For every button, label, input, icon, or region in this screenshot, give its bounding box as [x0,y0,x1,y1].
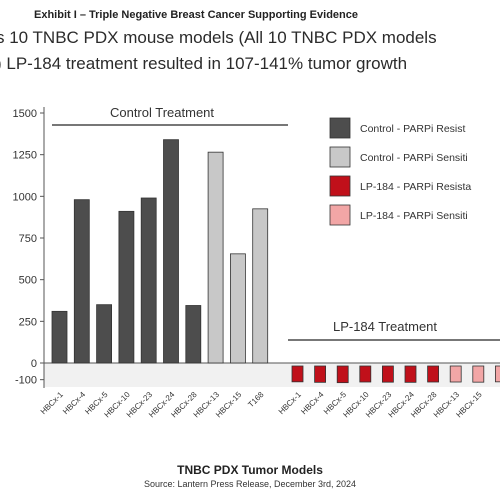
exhibit-title: Exhibit I – Triple Negative Breast Cance… [34,9,358,21]
legend-label: LP-184 - PARPi Resista [360,181,471,193]
legend-swatch [329,117,351,139]
bar-lp184-HBCx-13 [449,365,462,383]
legend-label: LP-184 - PARPi Sensiti [360,210,468,222]
bar-lp184-T168 [494,365,500,383]
legend-label: Control - PARPi Sensiti [360,152,468,164]
y-tick-label: 500 [19,275,37,287]
x-tick-label: HBCx-15 [454,390,484,420]
y-tick-label: 250 [19,316,37,328]
bar-lp184-HBCx-1 [291,365,304,383]
bar-lp184-HBCx-24 [404,365,417,383]
bar-control-HBCx-4 [73,199,90,364]
y-tick-label: 1500 [13,108,37,120]
x-axis-label: TNBC PDX Tumor Models [177,463,323,477]
y-tick-label: -100 [15,375,37,387]
bar-lp184-HBCx-5 [336,365,349,384]
bar-control-HBCx-13 [207,151,224,364]
tnbc-bar-chart: -1000250500750100012501500HBCx-1HBCx-4HB… [13,105,500,420]
bar-control-HBCx-10 [118,210,135,364]
bar-lp184-HBCx-4 [314,365,327,383]
header-line-2: ) LP-184 treatment resulted in 107-141% … [0,54,408,73]
bar-control-HBCx-24 [163,139,179,364]
bar-lp184-HBCx-15 [472,365,485,383]
y-tick-label: 0 [31,358,37,370]
x-tick-label: HBCx-4 [299,390,326,417]
header-line-1: s 10 TNBC PDX mouse models (All 10 TNBC … [0,28,437,47]
bar-lp184-HBCx-28 [427,365,440,383]
x-tick-label: HBCx-1 [277,390,304,417]
control-group-label: Control Treatment [110,105,214,120]
bar-control-HBCx-1 [51,310,68,364]
y-tick-label: 1250 [13,150,37,162]
x-tick-label: HBCx-4 [61,390,88,417]
x-tick-label: HBCx-1 [39,390,66,417]
source-note: Source: Lantern Press Release, December … [143,479,357,489]
lp184-group-label: LP-184 Treatment [333,319,437,334]
legend-label: Control - PARPi Resist [360,123,465,135]
negative-band [44,363,500,387]
legend-swatch [329,204,351,226]
bar-control-HBCx-28 [185,305,202,364]
y-tick-label: 1000 [13,191,37,203]
bar-lp184-HBCx-23 [381,365,394,383]
y-tick-label: 750 [19,233,37,245]
legend-swatch [329,175,351,197]
bar-lp184-HBCx-10 [359,365,372,383]
bar-control-HBCx-5 [96,304,112,364]
bar-control-HBCx-15 [229,253,246,364]
legend-swatch [329,146,351,168]
bar-control-T168 [252,208,269,364]
x-tick-label: T168 [246,390,266,410]
bar-control-HBCx-23 [140,197,157,364]
